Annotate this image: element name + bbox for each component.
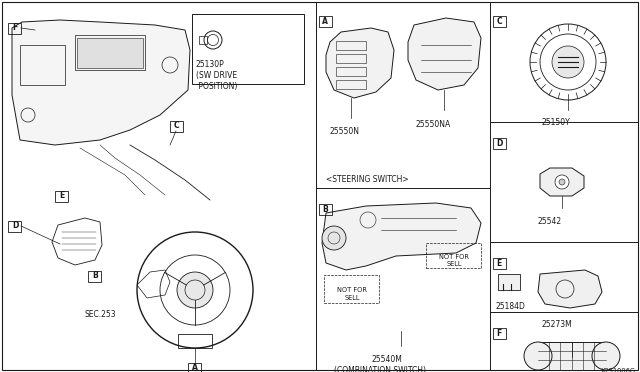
Text: 25150Y: 25150Y <box>542 118 571 127</box>
Text: NOT FOR
SELL: NOT FOR SELL <box>337 287 367 301</box>
Text: C: C <box>173 121 179 130</box>
Text: E: E <box>497 259 502 268</box>
Text: 25550N: 25550N <box>330 127 360 136</box>
Text: <STEERING SWITCH>: <STEERING SWITCH> <box>326 175 408 184</box>
Text: 25540M: 25540M <box>371 355 402 364</box>
Text: D: D <box>12 221 18 230</box>
Text: 25550NA: 25550NA <box>416 120 451 129</box>
Polygon shape <box>326 28 394 98</box>
Text: C: C <box>496 17 502 26</box>
Circle shape <box>559 179 565 185</box>
Circle shape <box>524 342 552 370</box>
Text: (SW DRIVE
 POSITION): (SW DRIVE POSITION) <box>196 71 237 91</box>
Bar <box>493 138 506 149</box>
Polygon shape <box>538 270 602 308</box>
Bar <box>498 274 520 290</box>
Polygon shape <box>540 168 584 196</box>
Polygon shape <box>12 20 190 145</box>
Circle shape <box>592 342 620 370</box>
Bar <box>324 275 379 303</box>
Bar <box>192 14 304 84</box>
Text: A: A <box>322 17 328 26</box>
Circle shape <box>555 175 569 189</box>
Circle shape <box>177 272 213 308</box>
Bar <box>20 45 65 85</box>
Text: 25542: 25542 <box>538 217 562 226</box>
Text: (COMBINATION SWITCH): (COMBINATION SWITCH) <box>334 366 426 372</box>
Polygon shape <box>322 203 481 270</box>
Bar <box>199 36 207 44</box>
Bar <box>188 363 201 372</box>
Bar <box>77 38 143 68</box>
Bar <box>75 35 145 70</box>
Bar <box>178 334 212 348</box>
Circle shape <box>552 46 584 78</box>
Text: A: A <box>192 363 198 372</box>
Text: 25273M: 25273M <box>542 320 573 329</box>
Text: X251006G: X251006G <box>601 368 636 372</box>
Text: SEC.253: SEC.253 <box>84 310 116 319</box>
Text: D: D <box>496 139 502 148</box>
Bar <box>336 67 366 76</box>
Text: F: F <box>12 23 17 32</box>
Polygon shape <box>408 18 481 90</box>
Text: NOT FOR
SELL: NOT FOR SELL <box>439 254 469 267</box>
Bar <box>170 121 183 132</box>
Bar <box>426 243 481 268</box>
Bar <box>336 41 366 50</box>
Bar <box>319 204 332 215</box>
Text: B: B <box>92 271 98 280</box>
Text: 25130P: 25130P <box>196 60 225 69</box>
Circle shape <box>530 24 606 100</box>
Bar <box>336 54 366 63</box>
Circle shape <box>322 226 346 250</box>
Text: E: E <box>60 191 65 200</box>
Bar <box>493 328 506 339</box>
Bar <box>55 191 68 202</box>
Bar <box>319 16 332 27</box>
Text: F: F <box>497 329 502 338</box>
Bar <box>336 80 366 89</box>
Bar <box>493 258 506 269</box>
Bar <box>493 16 506 27</box>
Bar <box>538 342 606 370</box>
Bar <box>88 271 101 282</box>
Text: B: B <box>322 205 328 214</box>
Bar <box>8 221 21 232</box>
Bar <box>8 23 21 34</box>
Text: 25184D: 25184D <box>495 302 525 311</box>
